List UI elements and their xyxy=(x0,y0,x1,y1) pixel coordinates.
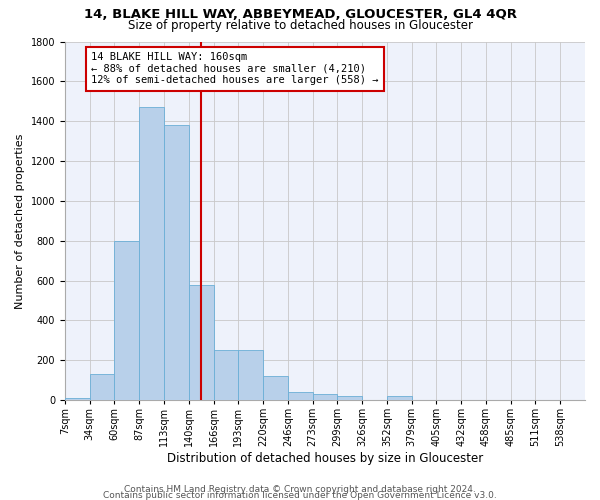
Text: Contains HM Land Registry data © Crown copyright and database right 2024.: Contains HM Land Registry data © Crown c… xyxy=(124,484,476,494)
Bar xyxy=(288,392,313,400)
X-axis label: Distribution of detached houses by size in Gloucester: Distribution of detached houses by size … xyxy=(167,452,483,465)
Bar xyxy=(387,396,412,400)
Bar xyxy=(164,125,189,400)
Text: Size of property relative to detached houses in Gloucester: Size of property relative to detached ho… xyxy=(128,19,473,32)
Bar xyxy=(214,350,238,400)
Text: Contains public sector information licensed under the Open Government Licence v3: Contains public sector information licen… xyxy=(103,490,497,500)
Bar xyxy=(139,107,164,400)
Bar xyxy=(313,394,337,400)
Bar xyxy=(189,284,214,400)
Bar xyxy=(65,398,89,400)
Y-axis label: Number of detached properties: Number of detached properties xyxy=(15,133,25,308)
Text: 14, BLAKE HILL WAY, ABBEYMEAD, GLOUCESTER, GL4 4QR: 14, BLAKE HILL WAY, ABBEYMEAD, GLOUCESTE… xyxy=(83,8,517,20)
Text: 14 BLAKE HILL WAY: 160sqm
← 88% of detached houses are smaller (4,210)
12% of se: 14 BLAKE HILL WAY: 160sqm ← 88% of detac… xyxy=(91,52,379,86)
Bar xyxy=(263,376,288,400)
Bar xyxy=(238,350,263,400)
Bar xyxy=(89,374,115,400)
Bar xyxy=(115,240,139,400)
Bar xyxy=(337,396,362,400)
